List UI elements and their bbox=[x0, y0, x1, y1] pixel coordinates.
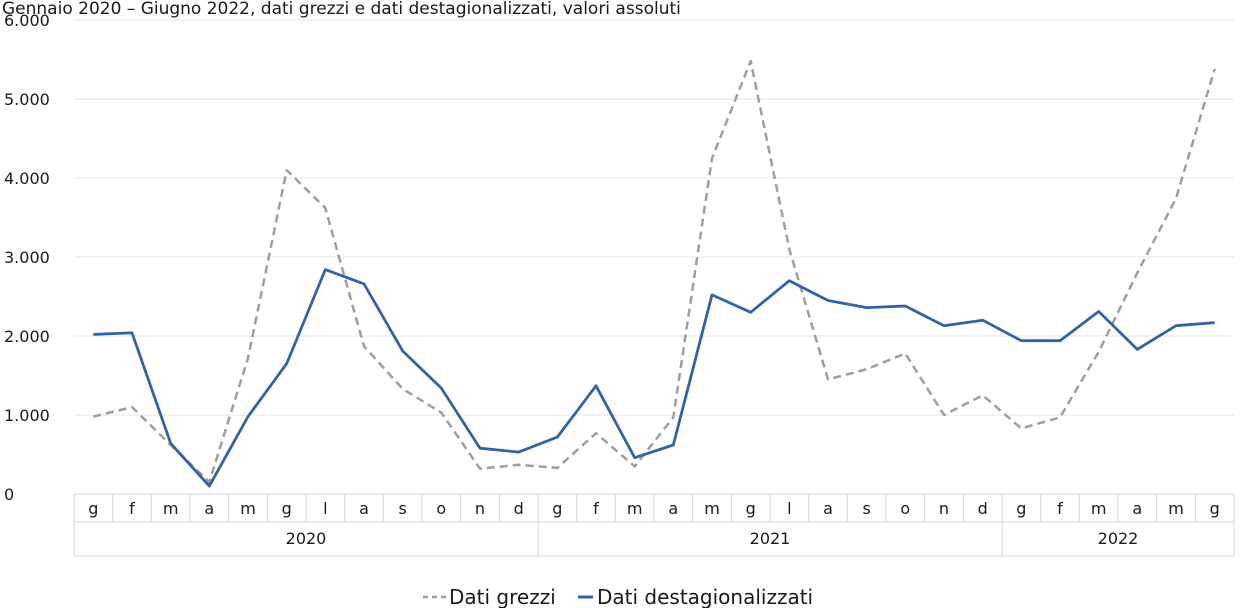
x-tick-label-18: l bbox=[787, 499, 791, 518]
series-line-seasonally-adjusted bbox=[93, 268, 1215, 488]
x-tick-label-25: f bbox=[1057, 499, 1063, 518]
y-tick-label-0: 0 bbox=[4, 485, 14, 504]
x-axis: g f m a m g l a s o n d g f m a m g l a s o n d g f m a m g 2020 2021 20… bbox=[73, 493, 1235, 557]
legend: Dati grezzi Dati destagionalizzati bbox=[423, 585, 813, 608]
x-tick-label-14: m bbox=[627, 499, 643, 518]
x-tick-label-23: d bbox=[978, 499, 988, 518]
legend-label-raw: Dati grezzi bbox=[449, 585, 556, 608]
x-tick-label-17: g bbox=[746, 499, 756, 518]
y-tick-label-2: 2.000 bbox=[4, 327, 50, 346]
x-tick-label-1: f bbox=[129, 499, 135, 518]
x-tick-label-2: m bbox=[163, 499, 179, 518]
x-tick-label-24: g bbox=[1016, 499, 1026, 518]
x-tick-label-15: a bbox=[668, 499, 678, 518]
x-tick-label-9: o bbox=[436, 499, 446, 518]
x-tick-label-27: a bbox=[1132, 499, 1142, 518]
legend-label-seasonal: Dati destagionalizzati bbox=[597, 585, 813, 608]
x-tick-label-3: a bbox=[204, 499, 214, 518]
y-tick-label-3: 3.000 bbox=[4, 248, 50, 267]
series-line-raw bbox=[93, 59, 1216, 484]
x-tick-label-0: g bbox=[88, 499, 98, 518]
grid-lines bbox=[74, 19, 1234, 416]
x-tick-label-5: g bbox=[282, 499, 292, 518]
y-axis: 0 1.000 2.000 3.000 4.000 5.000 6.000 bbox=[4, 11, 50, 504]
y-tick-label-6: 6.000 bbox=[4, 11, 50, 30]
x-tick-label-22: n bbox=[939, 499, 949, 518]
year-label-2020: 2020 bbox=[286, 529, 327, 548]
x-tick-label-16: m bbox=[704, 499, 720, 518]
x-tick-label-28: m bbox=[1168, 499, 1184, 518]
y-tick-label-1: 1.000 bbox=[4, 406, 50, 425]
x-tick-label-6: l bbox=[323, 499, 327, 518]
year-label-2021: 2021 bbox=[750, 529, 791, 548]
x-tick-label-7: a bbox=[359, 499, 369, 518]
x-tick-label-20: s bbox=[862, 499, 870, 518]
x-tick-label-4: m bbox=[240, 499, 256, 518]
x-tick-label-13: f bbox=[593, 499, 599, 518]
year-label-2022: 2022 bbox=[1098, 529, 1139, 548]
x-tick-label-8: s bbox=[398, 499, 406, 518]
x-tick-label-26: m bbox=[1091, 499, 1107, 518]
series-group bbox=[93, 59, 1216, 488]
x-tick-label-10: n bbox=[475, 499, 485, 518]
y-tick-label-5: 5.000 bbox=[4, 90, 50, 109]
x-tick-label-19: a bbox=[823, 499, 833, 518]
x-tick-label-11: d bbox=[514, 499, 524, 518]
x-tick-label-29: g bbox=[1210, 499, 1220, 518]
chart-subtitle: Gennaio 2020 – Giugno 2022, dati grezzi … bbox=[2, 0, 681, 19]
x-tick-label-12: g bbox=[552, 499, 562, 518]
x-tick-label-21: o bbox=[900, 499, 910, 518]
y-tick-label-4: 4.000 bbox=[4, 169, 50, 188]
